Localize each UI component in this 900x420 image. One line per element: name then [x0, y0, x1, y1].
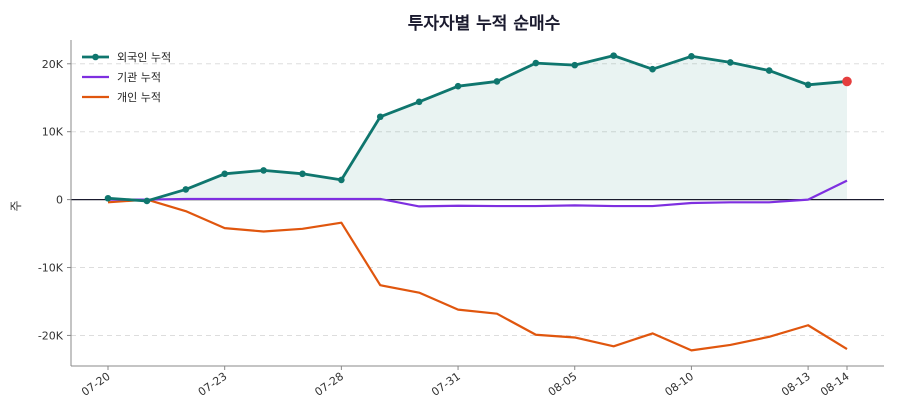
series-line-2: [107, 198, 848, 352]
legend-label: 외국인 누적: [117, 51, 171, 64]
x-tick-label: 07-23: [196, 370, 230, 399]
series-line-0: [107, 54, 848, 203]
series-point: [104, 194, 112, 202]
series-point: [727, 59, 734, 66]
series-point: [571, 61, 579, 69]
series-point: [376, 113, 384, 121]
grid-layer: [71, 63, 884, 336]
legend-label: 개인 누적: [117, 91, 161, 104]
series-point: [649, 65, 656, 73]
x-tick-label: 08-10: [662, 370, 696, 399]
chart-title: 투자자별 누적 순매수: [408, 14, 561, 34]
x-tick-label: 08-13: [779, 370, 813, 399]
series-point: [338, 176, 345, 184]
series-point: [765, 67, 773, 74]
series-area-0: [108, 55, 847, 201]
series-point: [182, 186, 190, 193]
x-tick-label: 07-20: [79, 370, 113, 399]
x-tick-label: 07-28: [312, 370, 346, 399]
line-layer: [107, 54, 848, 352]
series-point: [221, 170, 228, 178]
x-tick-label: 07-31: [429, 370, 463, 399]
y-tick-label: 10K: [42, 126, 64, 139]
series-point: [804, 81, 812, 89]
series-point: [493, 78, 501, 85]
legend-label: 기관 누적: [117, 71, 161, 84]
series-point: [532, 59, 540, 67]
y-axis-label: 주: [9, 200, 23, 211]
series-point: [299, 170, 306, 178]
area-layer: [108, 55, 847, 201]
x-tick-label: 08-05: [546, 370, 580, 399]
x-tick-label: 08-14: [818, 370, 852, 399]
y-tick-label: 0: [56, 194, 63, 207]
series-point: [610, 52, 617, 59]
series-point: [454, 82, 462, 90]
series-line-1: [108, 179, 848, 208]
y-tick-label: -20K: [38, 329, 64, 342]
marker-layer: [104, 52, 852, 205]
series-point: [415, 98, 423, 106]
legend-marker: [92, 53, 99, 61]
series-point: [842, 76, 852, 87]
series-point: [260, 167, 267, 174]
y-tick-label: 20K: [42, 58, 64, 71]
series-point: [143, 197, 151, 205]
y-tick-label: -10K: [38, 262, 64, 275]
series-point: [688, 53, 695, 60]
